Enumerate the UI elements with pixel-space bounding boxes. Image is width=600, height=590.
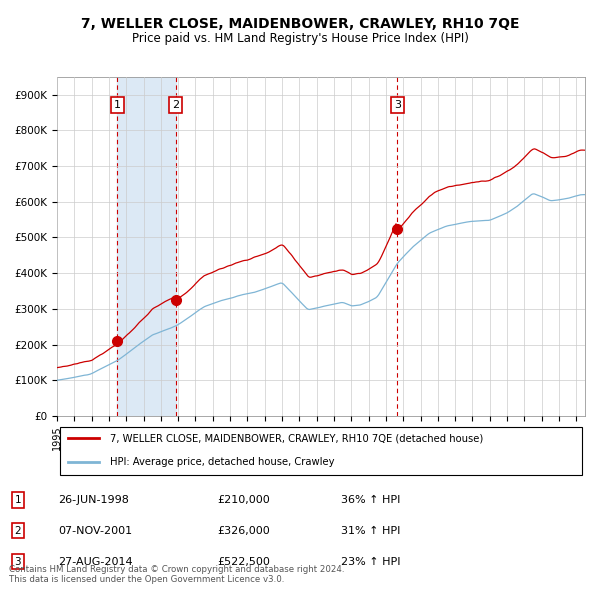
Text: £210,000: £210,000 <box>217 495 270 505</box>
FancyBboxPatch shape <box>59 427 582 474</box>
Text: 3: 3 <box>14 556 21 566</box>
Text: £522,500: £522,500 <box>217 556 270 566</box>
Text: Price paid vs. HM Land Registry's House Price Index (HPI): Price paid vs. HM Land Registry's House … <box>131 32 469 45</box>
Text: £326,000: £326,000 <box>217 526 270 536</box>
Bar <box>118 77 176 416</box>
Text: 7, WELLER CLOSE, MAIDENBOWER, CRAWLEY, RH10 7QE: 7, WELLER CLOSE, MAIDENBOWER, CRAWLEY, R… <box>81 17 519 31</box>
Text: 23% ↑ HPI: 23% ↑ HPI <box>341 556 401 566</box>
Text: 1: 1 <box>114 100 121 110</box>
Text: Contains HM Land Registry data © Crown copyright and database right 2024.
This d: Contains HM Land Registry data © Crown c… <box>9 565 344 584</box>
Text: 2: 2 <box>172 100 179 110</box>
Text: 27-AUG-2014: 27-AUG-2014 <box>58 556 133 566</box>
Text: 31% ↑ HPI: 31% ↑ HPI <box>341 526 401 536</box>
Text: 7, WELLER CLOSE, MAIDENBOWER, CRAWLEY, RH10 7QE (detached house): 7, WELLER CLOSE, MAIDENBOWER, CRAWLEY, R… <box>110 433 483 443</box>
Text: 1: 1 <box>14 495 21 505</box>
Text: 26-JUN-1998: 26-JUN-1998 <box>58 495 129 505</box>
Text: 2: 2 <box>14 526 21 536</box>
Text: 3: 3 <box>394 100 401 110</box>
Text: HPI: Average price, detached house, Crawley: HPI: Average price, detached house, Craw… <box>110 457 334 467</box>
Text: 36% ↑ HPI: 36% ↑ HPI <box>341 495 401 505</box>
Text: 07-NOV-2001: 07-NOV-2001 <box>58 526 132 536</box>
